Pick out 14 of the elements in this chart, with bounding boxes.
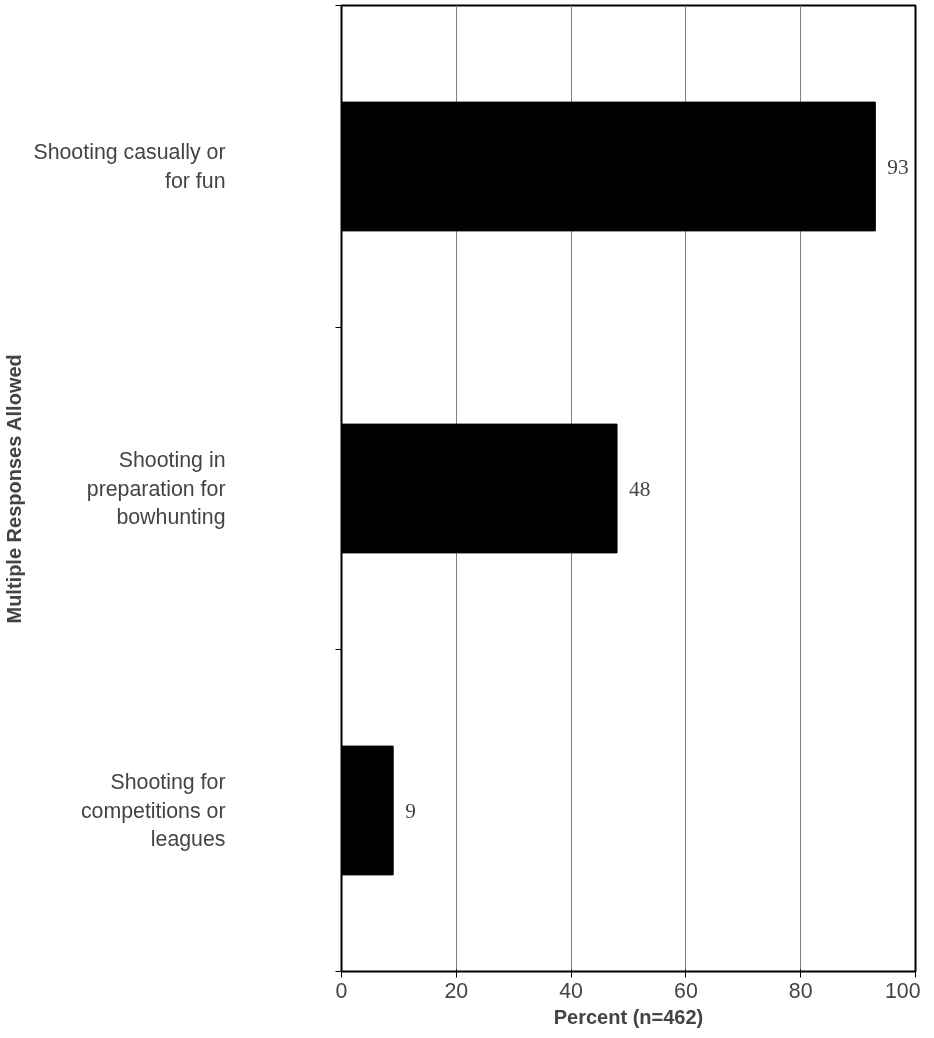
x-tick-label: 100	[884, 978, 921, 1003]
x-tick-label: 40	[559, 978, 584, 1003]
x-tick-label: 0	[335, 978, 348, 1003]
x-tick-label: 20	[444, 978, 469, 1003]
y-tick-label: Shooting in preparation for bowhunting	[86, 447, 226, 530]
data-label: 48	[629, 476, 651, 501]
y-axis-title: Multiple Responses Allowed	[3, 354, 26, 624]
x-tick-label: 80	[788, 978, 813, 1003]
x-axis-title: Percent (n=462)	[553, 1005, 704, 1028]
data-label: 93	[887, 154, 909, 179]
y-tick-label: Shooting for competitions or leagues	[80, 769, 226, 852]
data-label: 9	[405, 798, 416, 823]
x-tick-label: 60	[674, 978, 698, 1003]
y-tick-label: Shooting casually or for fun	[33, 140, 226, 193]
